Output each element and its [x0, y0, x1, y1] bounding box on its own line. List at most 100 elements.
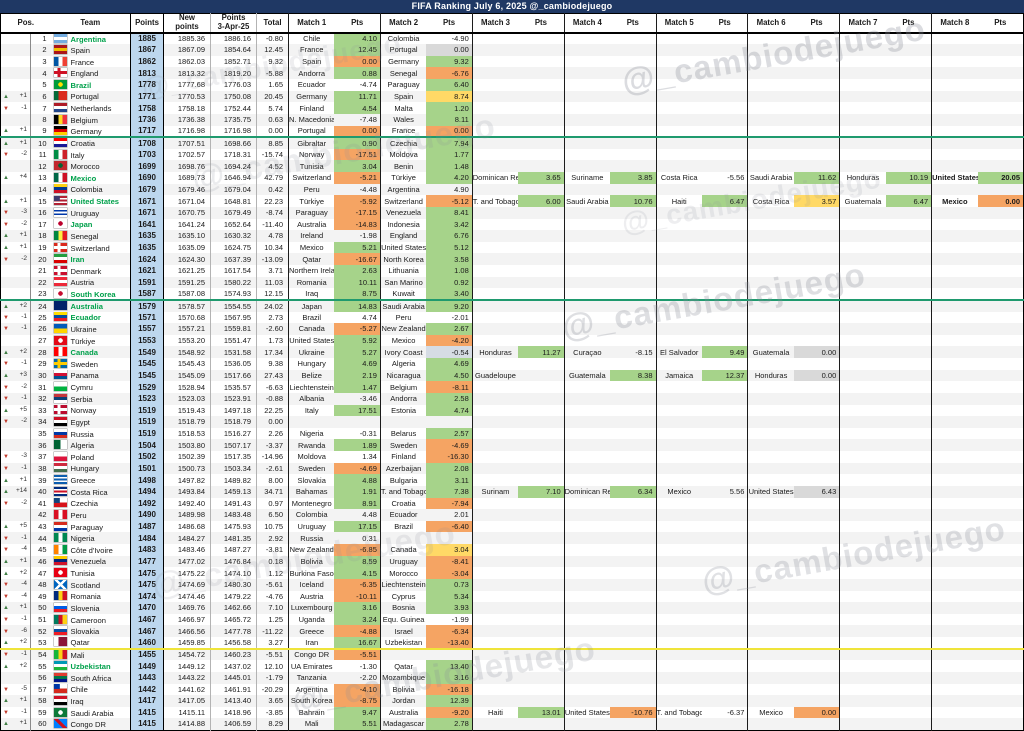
rank-movement: ▼ -3	[1, 207, 31, 219]
match-points	[886, 149, 932, 161]
rank-position: 47	[30, 567, 51, 579]
table-row: ▼ -2 41 Czechia 1492 1492.40 1491.43 0.97 Monten…	[1, 497, 1024, 510]
old-points-cell: 1491.43	[210, 497, 257, 510]
match-points: 1.34	[362, 452, 377, 462]
match-opponent	[655, 462, 702, 475]
old-points-cell: 1489.82	[210, 474, 257, 486]
match-points	[701, 288, 748, 301]
team-name: Ecuador	[70, 313, 101, 323]
rank-movement: ▲ +2	[0, 637, 31, 650]
team-cell: Morocco	[51, 160, 131, 172]
new-points-cell: 1466.56	[177, 626, 205, 636]
match-opponent	[471, 113, 519, 126]
old-points-cell: 1535.57	[210, 381, 257, 393]
rank-position: 2	[30, 44, 51, 56]
rank-movement	[1, 265, 31, 277]
match-points: 13.01	[518, 706, 565, 719]
header-match-8: Match 8	[931, 13, 978, 34]
match-opponent	[839, 323, 886, 335]
points-cell: 1635	[130, 241, 164, 254]
old-points-cell: 1476.84	[210, 555, 257, 568]
old-points-cell: 1718.31	[210, 148, 257, 161]
match-opponent: Andorra	[288, 67, 335, 79]
team-name: South Korea	[70, 289, 116, 299]
table-row: ▲ +1 15 United States 1671 1671.04 1648.81 22.2…	[1, 195, 1024, 207]
match-points	[886, 521, 932, 533]
total-cell: 12.10	[256, 660, 289, 672]
old-points-cell: 1531.58	[210, 346, 257, 358]
rank-movement: ▲ +1	[1, 230, 31, 242]
old-points-cell: 1679.49	[210, 206, 257, 219]
match-opponent	[931, 648, 978, 661]
team-flag-icon	[53, 301, 67, 311]
rank-movement	[1, 335, 31, 347]
rank-position: 5	[30, 79, 51, 91]
match-points: 6.00	[518, 195, 565, 207]
match-points	[885, 288, 932, 301]
match-points	[518, 567, 564, 579]
match-points: -8.41	[426, 555, 473, 568]
match-opponent	[839, 253, 886, 265]
match-opponent	[839, 613, 886, 626]
team-cell: Sweden	[51, 358, 131, 370]
team-name: Brazil	[70, 80, 92, 90]
team-cell: Chile	[51, 684, 131, 696]
match-points	[518, 672, 564, 684]
match-opponent	[747, 671, 794, 684]
match-opponent	[747, 67, 794, 79]
match-points	[610, 625, 656, 637]
match-opponent	[471, 567, 519, 579]
match-points	[518, 323, 564, 335]
match-opponent: Gibraltar	[288, 137, 335, 149]
team-cell: France	[51, 56, 131, 68]
points-cell: 1545	[130, 358, 164, 370]
new-points-cell: 1641.24	[177, 219, 205, 229]
match-opponent	[563, 404, 611, 417]
match-points	[885, 637, 932, 650]
total-cell: 8.00	[256, 474, 289, 486]
arrow-up-icon: ▲	[3, 175, 9, 182]
points-cell: 1498	[130, 474, 164, 486]
total-cell: -8.74	[256, 206, 289, 219]
match-points: -1.99	[451, 615, 469, 625]
match-points	[978, 591, 1024, 603]
match-opponent: Rwanda	[288, 439, 335, 451]
match-opponent	[655, 148, 702, 161]
team-flag-icon	[53, 475, 67, 485]
match-points: 5.56	[729, 487, 745, 497]
rank-movement: ▼ -1	[1, 463, 31, 475]
match-opponent	[747, 613, 794, 626]
movement-value: -1	[21, 394, 27, 402]
arrow-up-icon: ▲	[3, 93, 9, 100]
match-opponent	[931, 613, 978, 626]
match-opponent: Haiti	[471, 706, 519, 719]
team-flag-icon	[53, 718, 67, 728]
match-points	[518, 67, 564, 79]
team-flag-icon	[53, 91, 67, 101]
points-cell: 1703	[130, 148, 164, 161]
match-opponent: Equ. Guinea	[379, 613, 427, 626]
match-opponent	[747, 404, 794, 417]
team-cell: Denmark	[51, 265, 131, 277]
match-opponent	[839, 625, 886, 637]
match-opponent	[747, 160, 794, 172]
old-points-cell: 1413.40	[210, 695, 257, 707]
old-points-cell: 1567.95	[210, 311, 257, 324]
team-cell: Uzbekistan	[51, 660, 131, 672]
points-cell: 1591	[130, 276, 164, 289]
rank-position: 30	[30, 369, 51, 382]
match-opponent	[839, 265, 886, 277]
team-cell: Germany	[50, 125, 131, 139]
rank-movement: ▲ +2	[1, 660, 31, 672]
match-opponent	[931, 253, 978, 265]
match-points	[518, 160, 564, 172]
match-opponent	[747, 683, 794, 696]
table-row: ▼ -1 29 Sweden 1545 1545.43 1536.05 9.38 Hungary…	[1, 358, 1024, 370]
rank-movement: ▲ +5	[1, 521, 31, 533]
header-row: Pos. Team Points New points Points 3-Apr-25 T…	[0, 13, 1024, 34]
match-opponent: Iran	[288, 637, 335, 650]
match-points	[610, 463, 656, 475]
old-points-cell: 1735.75	[210, 113, 257, 126]
match-points	[610, 300, 656, 312]
match-points	[978, 346, 1024, 358]
